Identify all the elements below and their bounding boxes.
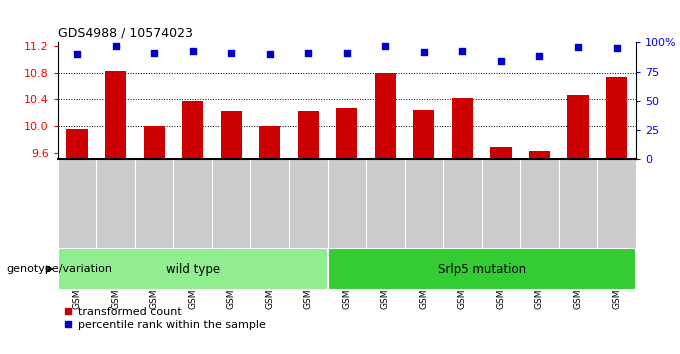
Point <box>303 50 313 56</box>
Point <box>71 51 82 57</box>
Point <box>380 43 391 49</box>
Bar <box>567 95 589 159</box>
Text: wild type: wild type <box>166 263 220 275</box>
Bar <box>105 70 126 159</box>
Point <box>418 49 429 55</box>
Bar <box>413 110 435 159</box>
Bar <box>375 73 396 159</box>
Point <box>149 50 160 56</box>
Bar <box>606 77 627 159</box>
Bar <box>182 101 203 159</box>
Text: Srlp5 mutation: Srlp5 mutation <box>438 263 526 275</box>
Bar <box>328 248 636 290</box>
Point <box>341 50 352 56</box>
Point <box>457 48 468 53</box>
Bar <box>298 111 319 159</box>
Bar <box>336 108 358 159</box>
Bar <box>529 151 550 159</box>
Point <box>534 54 545 59</box>
Point <box>573 44 583 50</box>
Bar <box>259 126 280 159</box>
Point <box>110 43 121 49</box>
Legend: transformed count, percentile rank within the sample: transformed count, percentile rank withi… <box>63 307 266 330</box>
Point <box>226 50 237 56</box>
Bar <box>67 129 88 159</box>
Point <box>496 58 507 64</box>
Bar <box>452 98 473 159</box>
Point <box>187 48 198 53</box>
Bar <box>143 126 165 159</box>
Text: GDS4988 / 10574023: GDS4988 / 10574023 <box>58 27 192 40</box>
Bar <box>220 111 242 159</box>
Point <box>611 46 622 51</box>
Bar <box>58 248 328 290</box>
Bar <box>490 147 511 159</box>
Text: genotype/variation: genotype/variation <box>7 264 113 274</box>
Point <box>265 51 275 57</box>
